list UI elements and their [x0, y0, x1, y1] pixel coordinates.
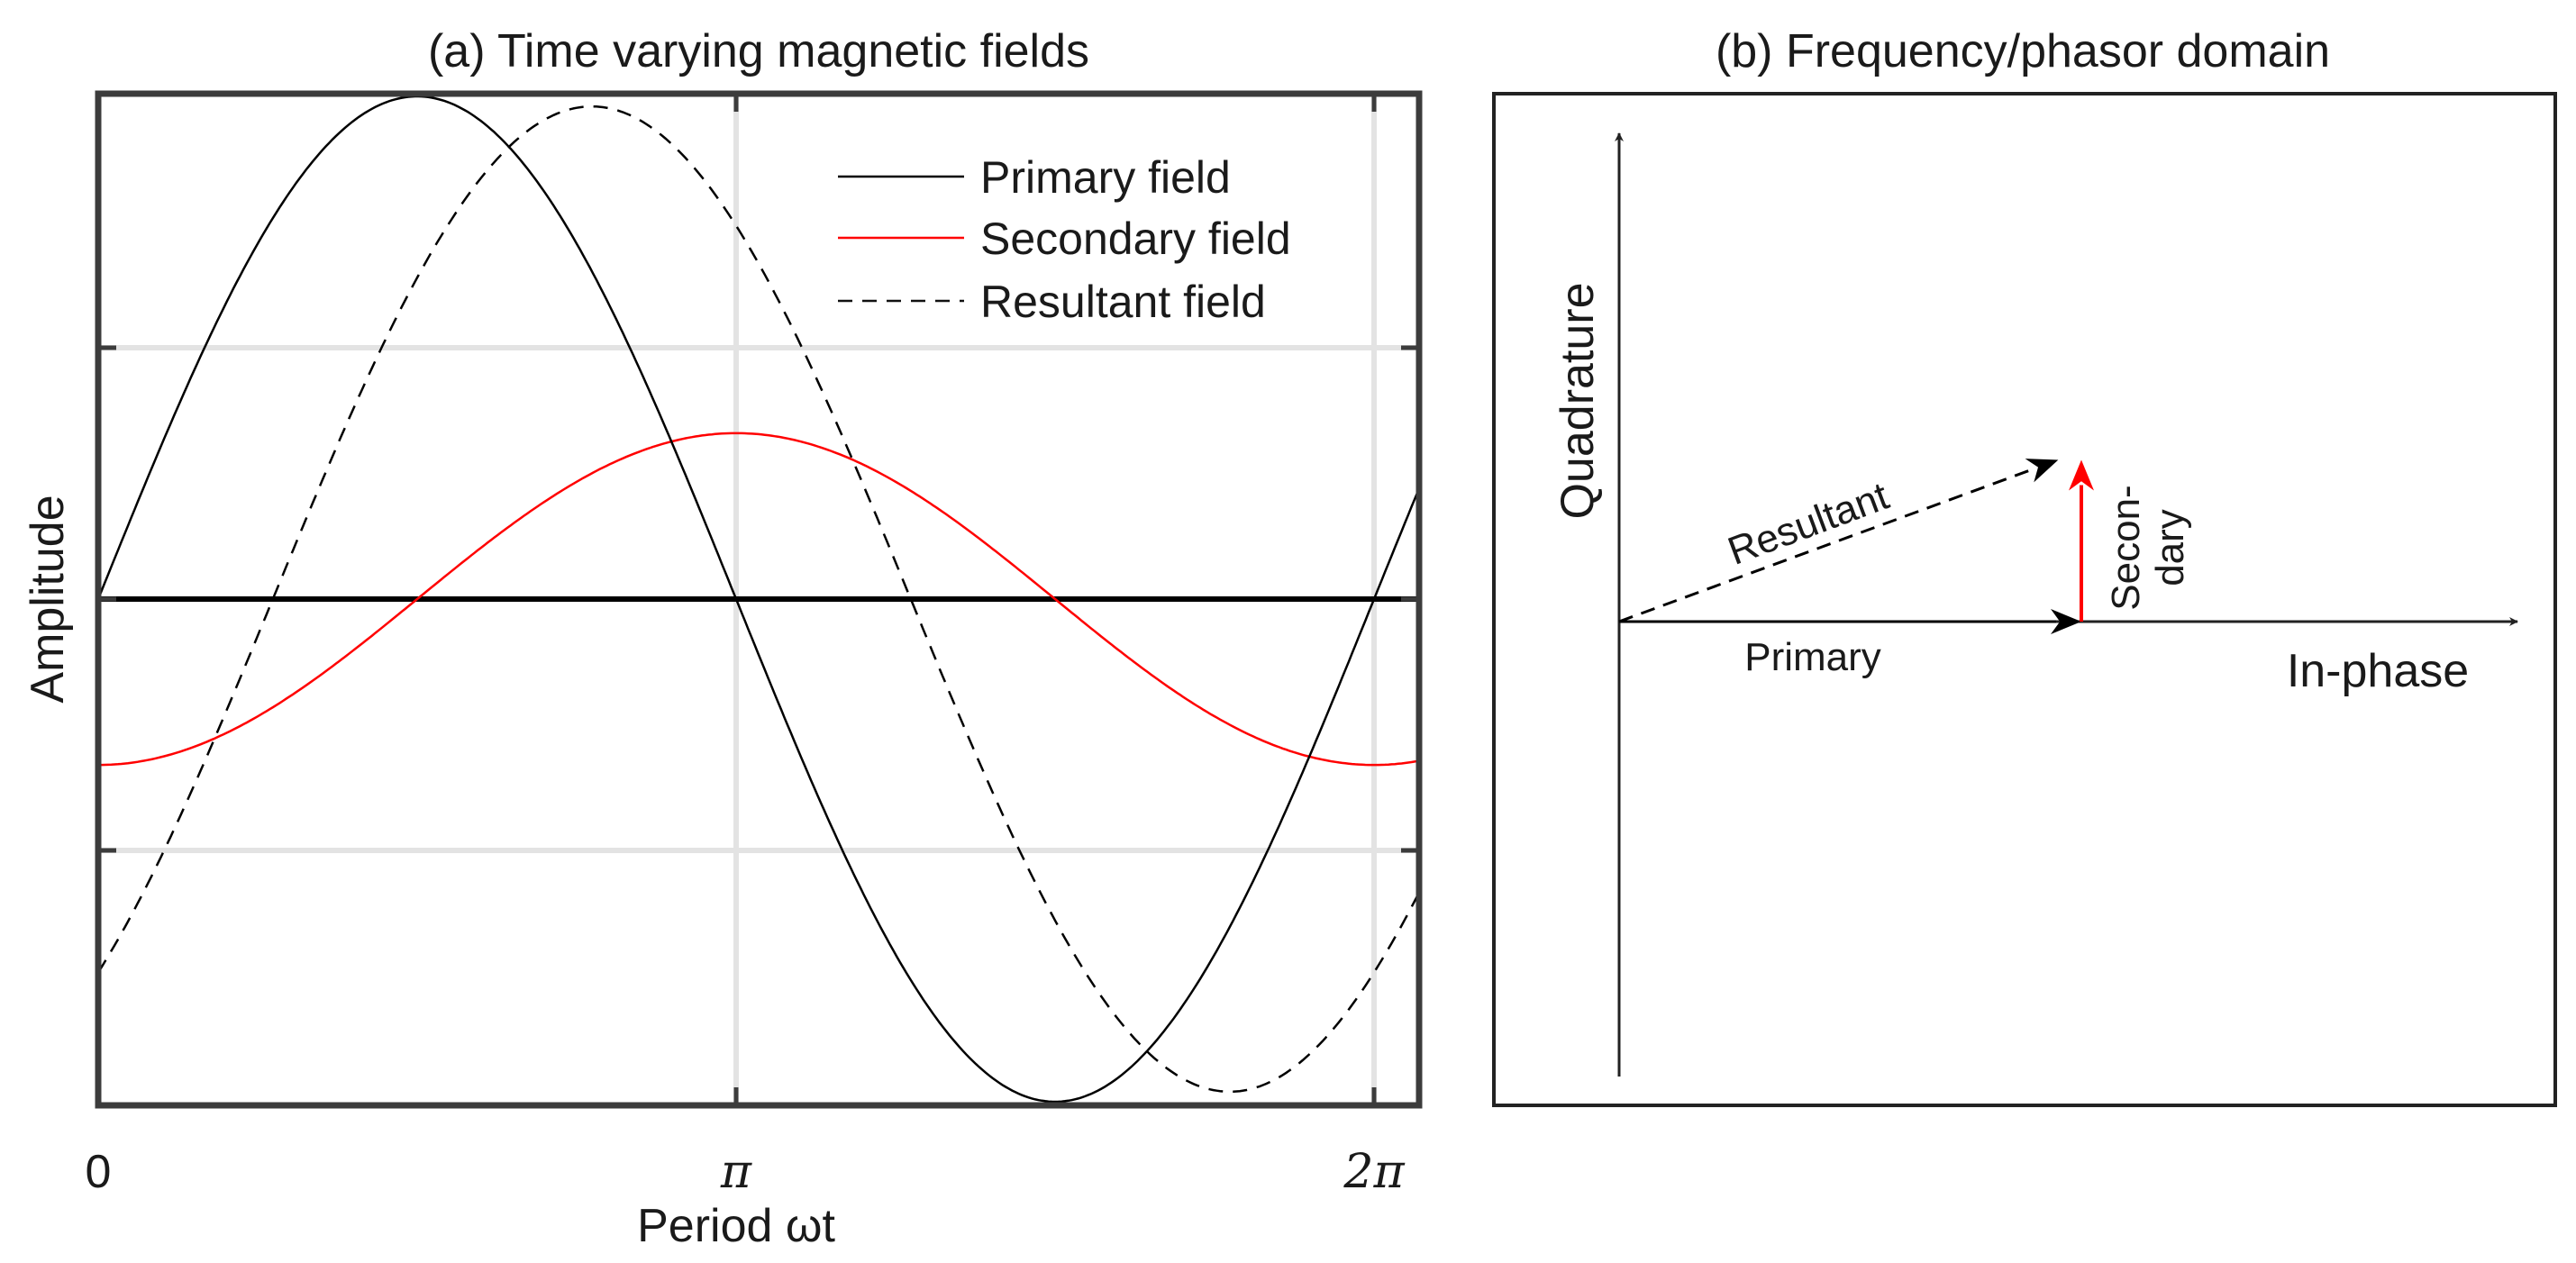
- panel-b: (b) Frequency/phasor domain Quadrature I…: [1492, 25, 2557, 1107]
- panel-a-frame: [95, 90, 1423, 1109]
- x-tick-label: 0: [86, 1146, 112, 1198]
- panel-b-title: (b) Frequency/phasor domain: [1716, 25, 2330, 77]
- phasor-secondary-label-line2: dary: [2148, 509, 2192, 586]
- legend-entry-secondary: Secondary field: [980, 214, 1291, 264]
- legend-entry-resultant: Resultant field: [980, 277, 1266, 327]
- legend: Primary field Secondary field Resultant …: [838, 152, 1291, 327]
- panel-a: (a) Time varying magnetic fields 0 π 2π …: [22, 25, 1423, 1252]
- panel-a-plot: [98, 95, 1419, 1104]
- in-phase-label: In-phase: [2287, 645, 2469, 697]
- x-tick-label: π: [720, 1145, 752, 1199]
- phasor-primary-label: Primary: [1744, 635, 1881, 679]
- panel-b-frame: [1492, 92, 2557, 1107]
- phasor-secondary-arrowhead: [2069, 459, 2094, 491]
- series-secondary-field: [98, 432, 1419, 767]
- panel-a-title: (a) Time varying magnetic fields: [428, 25, 1089, 77]
- series-resultant-field: [98, 104, 1419, 1094]
- y-axis-label: Amplitude: [22, 495, 74, 703]
- phasor-resultant: [1618, 467, 2035, 623]
- phasor-primary-arrowhead: [2051, 609, 2081, 634]
- phasor-resultant-label: Resultant: [1722, 474, 1894, 574]
- series-primary-field: [98, 95, 1419, 1104]
- x-tick-label: 2π: [1343, 1145, 1405, 1199]
- phasor-secondary-label-line1: Secon-: [2104, 485, 2148, 610]
- quadrature-label: Quadrature: [1552, 282, 1604, 519]
- phasor-resultant-arrowhead: [2025, 459, 2059, 483]
- x-axis-label: Period ωt: [637, 1200, 835, 1252]
- legend-entry-primary: Primary field: [980, 152, 1231, 203]
